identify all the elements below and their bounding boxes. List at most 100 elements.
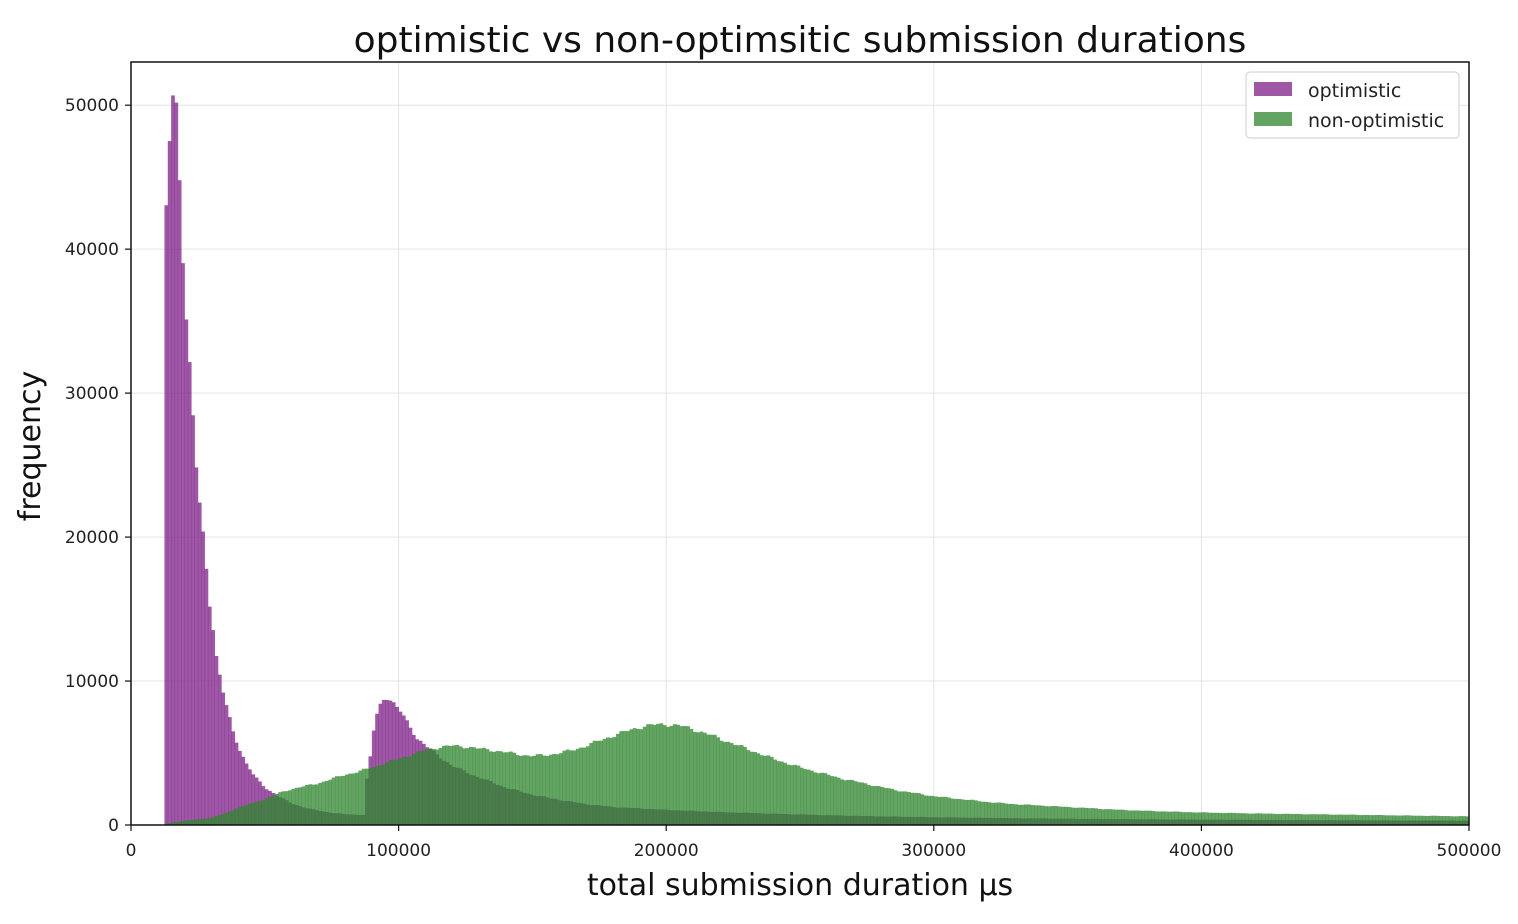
histogram-bar-non-optimistic bbox=[1000, 802, 1005, 825]
histogram-bar-non-optimistic bbox=[689, 728, 694, 825]
histogram-bar-optimistic bbox=[204, 568, 209, 825]
histogram-bar-non-optimistic bbox=[900, 791, 905, 825]
histogram-bar-non-optimistic bbox=[271, 795, 276, 825]
x-tick-label: 200000 bbox=[634, 841, 699, 861]
histogram-bar-non-optimistic bbox=[589, 743, 593, 825]
histogram-bar-optimistic bbox=[201, 531, 205, 825]
histogram-bar-non-optimistic bbox=[311, 784, 316, 825]
histogram-bar-non-optimistic bbox=[452, 745, 456, 825]
histogram-bar-non-optimistic bbox=[970, 799, 975, 825]
histogram-bar-non-optimistic bbox=[716, 737, 721, 825]
histogram-bar-non-optimistic bbox=[1278, 814, 1283, 825]
histogram-bar-non-optimistic bbox=[1445, 816, 1450, 825]
histogram-bar-optimistic bbox=[174, 102, 179, 826]
histogram-bar-non-optimistic bbox=[595, 740, 600, 825]
histogram-bar-non-optimistic bbox=[1127, 810, 1132, 825]
histogram-bar-optimistic bbox=[234, 742, 239, 825]
histogram-bar-non-optimistic bbox=[943, 796, 948, 825]
histogram-bar-non-optimistic bbox=[485, 749, 490, 825]
histogram-bar-non-optimistic bbox=[776, 761, 781, 825]
histogram-bar-non-optimistic bbox=[171, 822, 175, 825]
histogram-bar-non-optimistic bbox=[1054, 806, 1058, 825]
histogram-bar-non-optimistic bbox=[963, 799, 968, 825]
histogram-bar-non-optimistic bbox=[826, 774, 831, 825]
histogram-bar-non-optimistic bbox=[542, 755, 547, 825]
histogram-bar-non-optimistic bbox=[291, 788, 296, 825]
histogram-bar-non-optimistic bbox=[870, 786, 874, 825]
histogram-bar-non-optimistic bbox=[462, 748, 466, 825]
histogram-bar-non-optimistic bbox=[773, 759, 777, 825]
histogram-bar-non-optimistic bbox=[1435, 815, 1440, 825]
histogram-bar-non-optimistic bbox=[1241, 813, 1246, 825]
histogram-bar-non-optimistic bbox=[458, 746, 463, 825]
histogram-bar-non-optimistic bbox=[321, 781, 326, 825]
histogram-bar-non-optimistic bbox=[666, 726, 670, 825]
histogram-bar-non-optimistic bbox=[1181, 812, 1186, 825]
histogram-bar-non-optimistic bbox=[438, 747, 443, 825]
histogram-bar-non-optimistic bbox=[579, 747, 583, 825]
histogram-bar-non-optimistic bbox=[495, 750, 500, 825]
histogram-bar-non-optimistic bbox=[512, 752, 517, 825]
histogram-bar-non-optimistic bbox=[990, 802, 995, 825]
histogram-bar-non-optimistic bbox=[903, 791, 908, 825]
histogram-bar-non-optimistic bbox=[201, 818, 205, 825]
histogram-bar-non-optimistic bbox=[1101, 809, 1105, 825]
histogram-bar-non-optimistic bbox=[1355, 814, 1359, 825]
histogram-bar-non-optimistic bbox=[605, 737, 610, 825]
histogram-bar-non-optimistic bbox=[1335, 814, 1339, 825]
histogram-bar-non-optimistic bbox=[616, 733, 620, 825]
y-tick-label: 10000 bbox=[65, 672, 119, 692]
histogram-bar-non-optimistic bbox=[723, 741, 727, 825]
histogram-bar-non-optimistic bbox=[411, 754, 416, 825]
histogram-bar-non-optimistic bbox=[1442, 816, 1446, 825]
histogram-bar-non-optimistic bbox=[1395, 815, 1400, 825]
histogram-bar-non-optimistic bbox=[1111, 809, 1115, 825]
histogram-bar-non-optimistic bbox=[779, 761, 784, 825]
histogram-bar-non-optimistic bbox=[371, 767, 376, 825]
histogram-bar-non-optimistic bbox=[960, 799, 965, 825]
histogram-bar-non-optimistic bbox=[281, 791, 286, 825]
histogram-bar-non-optimistic bbox=[555, 754, 560, 825]
x-axis-ticks: 0 100000 200000 300000 400000 500000 bbox=[126, 825, 1501, 861]
histogram-bar-optimistic bbox=[191, 415, 195, 825]
histogram-bar-non-optimistic bbox=[1107, 809, 1112, 825]
histogram-bar-non-optimistic bbox=[184, 820, 189, 825]
histogram-bar-non-optimistic bbox=[789, 765, 794, 825]
histogram-bar-non-optimistic bbox=[529, 756, 533, 825]
histogram-bar-non-optimistic bbox=[432, 748, 436, 825]
histogram-bar-non-optimistic bbox=[927, 795, 931, 825]
histogram-bar-non-optimistic bbox=[856, 782, 861, 825]
histogram-bar-non-optimistic bbox=[753, 752, 757, 825]
histogram-bar-non-optimistic bbox=[261, 800, 266, 825]
histogram-bar-non-optimistic bbox=[692, 731, 697, 825]
histogram-bar-non-optimistic bbox=[552, 753, 557, 825]
histogram-bar-optimistic bbox=[184, 319, 189, 825]
histogram-bar-non-optimistic bbox=[488, 751, 493, 825]
histogram-bar-non-optimistic bbox=[1315, 814, 1319, 825]
histogram-bar-non-optimistic bbox=[1402, 815, 1406, 825]
histogram-bar-non-optimistic bbox=[1261, 813, 1266, 825]
histogram-bar-non-optimistic bbox=[1091, 808, 1095, 825]
histogram-bar-non-optimistic bbox=[1382, 815, 1386, 825]
y-tick-label: 0 bbox=[108, 816, 119, 836]
histogram-bar-non-optimistic bbox=[338, 776, 343, 825]
legend-label-non-optimistic: non-optimistic bbox=[1308, 110, 1444, 132]
histogram-bar-non-optimistic bbox=[1321, 814, 1326, 825]
histogram-bar-non-optimistic bbox=[749, 751, 754, 825]
histogram-bar-non-optimistic bbox=[241, 805, 246, 825]
histogram-bar-non-optimistic bbox=[1351, 814, 1356, 825]
histogram-bar-optimistic bbox=[217, 674, 222, 825]
histogram-bar-non-optimistic bbox=[876, 786, 881, 825]
histogram-bar-non-optimistic bbox=[1228, 812, 1232, 825]
histogram-bar-non-optimistic bbox=[1047, 806, 1052, 825]
histogram-bar-non-optimistic bbox=[1378, 814, 1383, 825]
histogram-bar-non-optimistic bbox=[622, 731, 627, 825]
histogram-bar-non-optimistic bbox=[1448, 816, 1453, 825]
histogram-bar-non-optimistic bbox=[167, 823, 172, 825]
histogram-bar-non-optimistic bbox=[361, 768, 366, 825]
histogram-bar-non-optimistic bbox=[314, 784, 319, 825]
histogram-bar-non-optimistic bbox=[880, 786, 884, 825]
histogram-bar-non-optimistic bbox=[897, 791, 901, 825]
histogram-bar-non-optimistic bbox=[1211, 812, 1216, 825]
histogram-bar-non-optimistic bbox=[1131, 810, 1135, 825]
